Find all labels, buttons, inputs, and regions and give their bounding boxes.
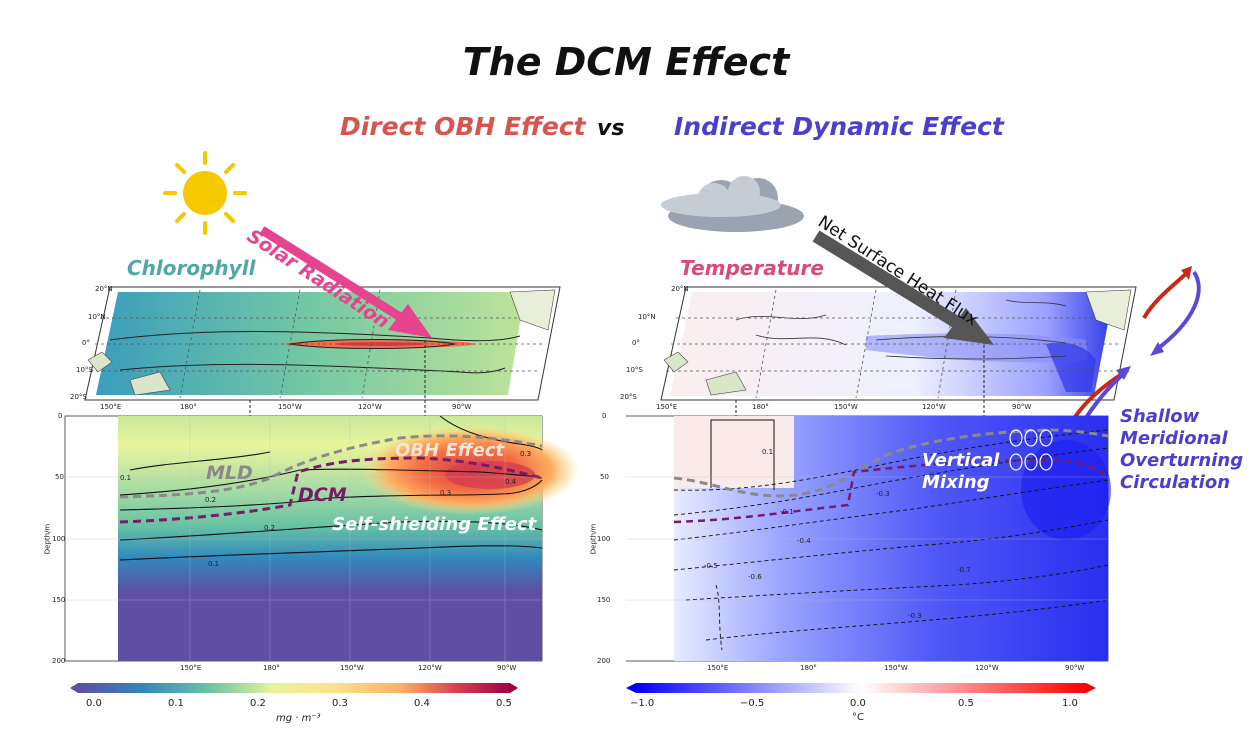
right-contour-label: -0.1 [780,508,794,516]
left-colorbar [70,683,518,693]
right-map-lon-tick: 150°W [834,403,858,411]
left-cb-tick: 0.5 [496,698,512,709]
right-map-lon-tick: 150°E [656,403,678,411]
right-depth-tick: 200 [597,657,611,665]
left-panel [64,151,580,693]
right-map-lon-tick: 90°W [1012,403,1032,411]
smoc-label-1: Shallow [1120,406,1200,427]
smoc-label-4: Circulation [1120,472,1231,493]
vertical-mixing-label-1: Vertical [922,450,1000,471]
right-cb-tick: −0.5 [740,698,765,709]
chlorophyll-label: Chlorophyll [127,256,256,280]
right-lat-tick: 20°S [620,393,637,401]
left-contour-label: 0.1 [120,474,132,482]
cloud-icon [661,176,804,232]
right-depth-tick: 50 [600,473,609,481]
left-depth-tick: 50 [55,473,64,481]
left-depth-tick: 200 [52,657,66,665]
right-cb-tick: 1.0 [1062,698,1078,709]
right-section-lon-tick: 90°W [1065,664,1085,672]
right-contour-label: 0.1 [762,448,774,456]
subtitle-indirect-dynamic: Indirect Dynamic Effect [674,112,1004,141]
right-depth-axis-label: Depth/m [589,523,598,555]
subtitle-vs: vs [597,116,625,141]
left-cb-unit: mg · m⁻³ [276,713,321,724]
left-section-lon-tick: 180° [263,664,280,672]
left-contour-label: 0.3 [520,450,532,458]
vertical-mixing-label-2: Mixing [922,472,990,493]
right-cb-tick: −1.0 [630,698,655,709]
self-shielding-label: Self-shielding Effect [332,514,537,535]
left-map-lon-tick: 180° [180,403,197,411]
left-cb-tick: 0.2 [250,698,266,709]
left-map-lon-tick: 150°E [100,403,122,411]
left-map-lon-tick: 120°W [358,403,382,411]
left-depth-axis-label: Depth/m [43,523,52,555]
right-lat-tick: 10°N [638,313,656,321]
left-map-lon-tick: 90°W [452,403,472,411]
right-cb-unit: °C [852,712,864,723]
page-title: The DCM Effect [462,40,790,84]
right-section-lon-tick: 150°W [884,664,908,672]
obh-effect-label: OBH Effect [395,440,505,461]
solar-radiation-arrow [259,226,432,338]
left-section-lon-tick: 150°E [180,664,202,672]
left-cb-tick: 0.3 [332,698,348,709]
left-section-lon-tick: 150°W [340,664,364,672]
right-panel [626,176,1201,693]
left-contour-label: 0.4 [505,478,517,486]
chlorophyll-section [64,415,580,662]
left-depth-tick: 150 [52,596,66,604]
left-map-lon-tick: 150°W [278,403,302,411]
right-lat-tick: 0° [632,339,640,347]
circulation-arrows [1058,266,1201,443]
right-lat-tick: 10°S [626,366,643,374]
right-contour-label: -0.6 [748,573,762,581]
left-section-lon-tick: 90°W [497,664,517,672]
right-section-lon-tick: 180° [800,664,817,672]
left-cb-tick: 0.4 [414,698,430,709]
right-map-lon-tick: 180° [752,403,769,411]
right-colorbar [626,683,1096,693]
right-contour-label: -0.3 [908,612,922,620]
heat-flux-arrow [812,230,994,345]
left-contour-label: 0.1 [208,560,220,568]
right-cb-tick: 0.5 [958,698,974,709]
left-lat-tick: 20°N [95,285,113,293]
left-cb-tick: 0.1 [168,698,184,709]
temperature-section [626,415,1111,662]
right-contour-label: -0.4 [797,537,811,545]
right-depth-tick: 100 [597,535,611,543]
right-contour-label: -0.7 [957,566,971,574]
right-map-lon-tick: 120°W [922,403,946,411]
right-lat-tick: 20°N [671,285,689,293]
right-contour-label: -0.3 [876,490,890,498]
smoc-label-2: Meridional [1120,428,1228,449]
dcm-label: DCM [298,484,347,506]
right-depth-tick: 150 [597,596,611,604]
right-contour-label: -0.5 [704,562,718,570]
temperature-map [660,286,1137,401]
left-lat-tick: 10°S [76,366,93,374]
left-cb-tick: 0.0 [86,698,102,709]
left-contour-label: 0.2 [264,524,276,532]
left-contour-label: 0.2 [205,496,217,504]
right-section-lon-tick: 150°E [707,664,729,672]
subtitle-direct-obh: Direct OBH Effect [340,112,586,141]
left-section-lon-tick: 120°W [418,664,442,672]
left-lat-tick: 10°N [88,313,106,321]
smoc-label-3: Overturning [1120,450,1244,471]
left-lat-tick: 20°S [70,393,87,401]
left-contour-label: 0.3 [440,489,452,497]
chlorophyll-map [84,286,561,401]
right-depth-tick: 0 [602,412,607,420]
left-depth-tick: 100 [52,535,66,543]
sun-icon [163,151,247,235]
temperature-label: Temperature [680,256,824,280]
right-cb-tick: 0.0 [850,698,866,709]
left-depth-tick: 0 [58,412,63,420]
left-lat-tick: 0° [82,339,90,347]
mld-label: MLD [206,462,253,484]
right-section-lon-tick: 120°W [975,664,999,672]
